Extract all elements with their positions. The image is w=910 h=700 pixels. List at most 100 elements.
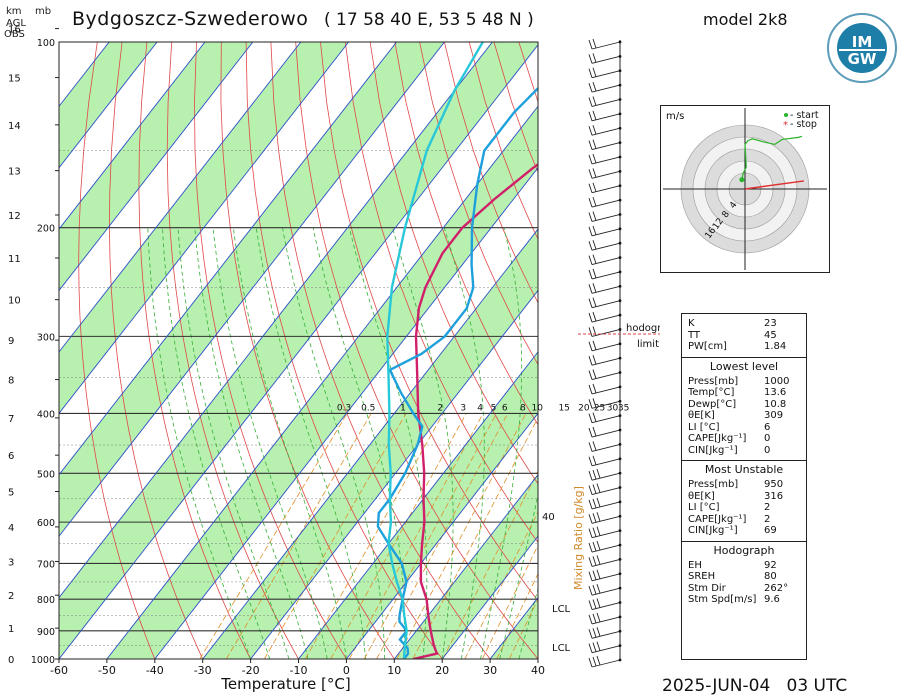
wind-barb xyxy=(588,182,622,194)
pressure-tick-label: 900 xyxy=(37,627,55,638)
pressure-tick-label: 800 xyxy=(37,595,55,606)
wind-barb xyxy=(588,67,622,79)
index-value: 45 xyxy=(764,329,777,341)
wind-barb xyxy=(588,153,622,165)
lowest-level-row: LI [°C] 6 xyxy=(682,422,806,434)
mixing-ratio-line xyxy=(412,416,538,659)
mixing-ratio-label-12: 25 xyxy=(594,403,605,413)
most-unstable-key: Press[mb] xyxy=(688,479,739,490)
mixing-ratio-label-7: 6 xyxy=(502,403,508,413)
mixing-ratio-line xyxy=(442,470,538,659)
hodograph-index-row: EH 92 xyxy=(682,560,806,572)
lowest-level-row: CAPE[Jkg⁻¹] 0 xyxy=(682,433,806,445)
station-title: Bydgoszcz-Szwederowo xyxy=(72,8,309,30)
wind-barb xyxy=(588,512,622,524)
lowest-level-key: LI [°C] xyxy=(688,421,720,433)
mixing-ratio-line xyxy=(304,413,444,659)
mixing-ratio-label-8: 8 xyxy=(520,403,526,413)
pressure-tick-label: 600 xyxy=(37,518,55,529)
lowest-level-value: 0 xyxy=(764,433,771,444)
hodograph-index-row: Stm Spd[m/s] 9.6 xyxy=(682,594,806,606)
mixing-ratio-label-0: 0.3 xyxy=(337,403,351,413)
most-unstable-row: θE[K] 316 xyxy=(682,491,806,503)
mixing-ratio-label-6: 5 xyxy=(491,403,497,413)
isotherm-line xyxy=(250,289,538,659)
lowest-level-value: 309 xyxy=(764,410,784,421)
most-unstable-value: 69 xyxy=(764,525,777,536)
lowest-level-key: θE[K] xyxy=(688,410,715,421)
x-tick-label: 30 xyxy=(483,664,497,677)
dry-adiabat xyxy=(643,42,660,659)
mixing-ratio-label-2: 1 xyxy=(400,403,406,413)
wind-barb xyxy=(588,469,622,481)
hodograph-index-key: EH xyxy=(688,559,702,571)
most-unstable-value: 316 xyxy=(764,490,784,502)
dry-adiabat xyxy=(618,42,660,659)
most-unstable-row: CAPE[Jkg⁻¹] 2 xyxy=(682,514,806,526)
wind-barb xyxy=(588,96,622,107)
km-tick-label: 0 xyxy=(8,655,14,666)
legend-stop-dot: * xyxy=(783,120,788,131)
lcl-label-lower: LCL xyxy=(552,643,571,654)
hodograph-trace xyxy=(741,135,803,180)
moist-adiabat xyxy=(392,227,454,659)
wind-barb xyxy=(588,53,622,64)
wind-barb xyxy=(588,497,622,510)
hodograph-index-key: Stm Dir xyxy=(688,582,726,594)
mixing-ratio-line xyxy=(225,413,372,659)
most-unstable-title: Most Unstable xyxy=(704,463,784,476)
wind-barb xyxy=(588,383,622,395)
isotherm-line xyxy=(298,351,538,659)
hodograph-index-row: Stm Dir 262° xyxy=(682,583,806,595)
legend-start: - start xyxy=(790,110,819,121)
mixing-ratio-label-9: 10 xyxy=(531,403,543,413)
mixing-ratio-label-13: 30 xyxy=(607,403,619,413)
km-tick-label: 9 xyxy=(8,336,14,347)
isotherm-line xyxy=(59,42,158,169)
km-unit-label: km xyxy=(6,6,22,17)
isotherm-line xyxy=(59,42,302,353)
lowest-level-key: Temp[°C] xyxy=(688,387,735,398)
imgw-logo: IM GW xyxy=(826,12,898,84)
wind-barb xyxy=(588,398,622,409)
svg-text:IM: IM xyxy=(852,33,873,51)
x-tick-label: -20 xyxy=(242,664,260,677)
wind-barb xyxy=(588,81,622,93)
lowest-level-row: Temp[°C] 13.6 xyxy=(682,387,806,399)
mixing-ratio-line xyxy=(363,413,497,659)
hodograph-unit: m/s xyxy=(666,111,684,122)
most-unstable-key: θE[K] xyxy=(688,490,715,502)
moist-adiabat xyxy=(255,227,366,659)
wind-barb xyxy=(588,612,622,625)
index-row: PW[cm] 1.84 xyxy=(682,341,806,353)
lowest-level-value: 13.6 xyxy=(764,387,787,398)
wind-barb xyxy=(588,168,622,179)
isotherm-line xyxy=(59,42,350,415)
mixing-ratio-line xyxy=(508,597,538,659)
hodograph-limit-label-2: limit xyxy=(637,339,659,350)
isotherm-line xyxy=(346,412,538,659)
dewpoint-profile xyxy=(376,86,538,659)
obs-unit-label: OBS xyxy=(4,29,25,40)
wind-barb xyxy=(588,38,622,50)
hodograph-ring-label: 4 xyxy=(728,200,740,211)
mixing-ratio-line xyxy=(481,544,538,659)
hodograph-ring-label: 8 xyxy=(721,209,733,220)
wind-barb xyxy=(588,311,622,323)
lowest-level-value: 10.8 xyxy=(764,398,787,410)
wind-barb xyxy=(588,254,622,266)
most-unstable-key: LI [°C] xyxy=(688,502,720,513)
agl-unit-label: AGL xyxy=(6,18,26,29)
x-tick-label: -40 xyxy=(146,664,164,677)
isotherm-line xyxy=(59,42,254,292)
isotherm-line xyxy=(59,44,538,659)
most-unstable-value: 950 xyxy=(764,479,784,490)
mb-unit-label: mb xyxy=(35,6,52,17)
dry-adiabat xyxy=(544,42,660,659)
lowest-level-key: Press[mb] xyxy=(688,375,739,387)
index-value: 1.84 xyxy=(764,341,787,352)
isotherm-line xyxy=(154,166,538,659)
km-tick-label: 15 xyxy=(8,74,21,85)
legend-start-dot xyxy=(784,113,788,117)
